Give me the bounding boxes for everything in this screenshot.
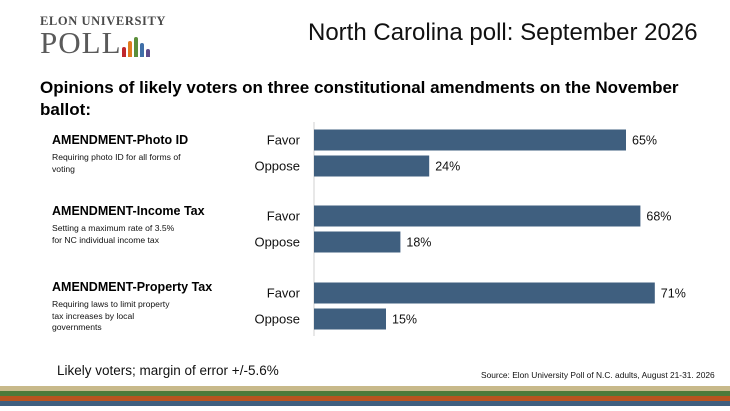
category-label: Oppose bbox=[254, 235, 300, 250]
footer-stripe bbox=[0, 396, 730, 401]
margin-of-error-note: Likely voters; margin of error +/-5.6% bbox=[57, 363, 279, 378]
bar-favor bbox=[314, 129, 626, 151]
amendment-title: AMENDMENT-Property Tax bbox=[52, 280, 213, 294]
logo-bar bbox=[128, 41, 132, 57]
amendment-property-tax: AMENDMENT-Property Tax Requiring laws to… bbox=[52, 280, 252, 334]
amendment-description: Requiring photo ID for all forms of voti… bbox=[52, 152, 181, 174]
logo-main: POLL bbox=[40, 25, 170, 60]
category-label: Favor bbox=[267, 286, 301, 301]
source-note: Source: Elon University Poll of N.C. adu… bbox=[481, 370, 715, 380]
logo-bar bbox=[134, 37, 138, 57]
amendment-description: Setting a maximum rate of 3.5% for NC in… bbox=[52, 223, 175, 245]
logo-poll-text: POLL bbox=[40, 25, 122, 60]
category-label: Favor bbox=[267, 133, 301, 148]
slide-title: North Carolina poll: September 2026 bbox=[308, 19, 698, 46]
logo-bar bbox=[140, 43, 144, 57]
chart-subtitle: Opinions of likely voters on three const… bbox=[40, 78, 679, 119]
amendment-description: Requiring laws to limit property tax inc… bbox=[52, 299, 170, 332]
logo-bar bbox=[122, 47, 126, 57]
category-label: Oppose bbox=[254, 159, 300, 174]
data-label: 15% bbox=[392, 313, 417, 327]
amendment-title: AMENDMENT-Photo ID bbox=[52, 133, 189, 147]
elon-poll-logo: ELON UNIVERSITY POLL bbox=[40, 14, 170, 58]
data-label: 65% bbox=[632, 134, 657, 148]
data-label: 18% bbox=[406, 236, 431, 250]
bar-oppose bbox=[314, 155, 430, 177]
amendment-photo-id: AMENDMENT-Photo ID Requiring photo ID fo… bbox=[52, 133, 252, 175]
category-label: Favor bbox=[267, 209, 301, 224]
bar-favor bbox=[314, 205, 641, 227]
data-label: 24% bbox=[435, 160, 460, 174]
data-label: 71% bbox=[661, 287, 686, 301]
footer-stripes bbox=[0, 386, 730, 406]
logo-university-text: ELON UNIVERSITY bbox=[40, 14, 167, 28]
data-label: 68% bbox=[646, 210, 671, 224]
amendment-title: AMENDMENT-Income Tax bbox=[52, 204, 205, 218]
footer-stripe bbox=[0, 391, 730, 396]
footer-stripe bbox=[0, 401, 730, 406]
logo-bar bbox=[146, 49, 150, 57]
footer-stripe bbox=[0, 386, 730, 391]
bar-favor bbox=[314, 282, 655, 304]
amendment-income-tax: AMENDMENT-Income Tax Setting a maximum r… bbox=[52, 204, 252, 246]
bar-oppose bbox=[314, 308, 386, 330]
bar-oppose bbox=[314, 231, 401, 253]
category-label: Oppose bbox=[254, 312, 300, 327]
logo-bars-icon bbox=[122, 37, 162, 57]
